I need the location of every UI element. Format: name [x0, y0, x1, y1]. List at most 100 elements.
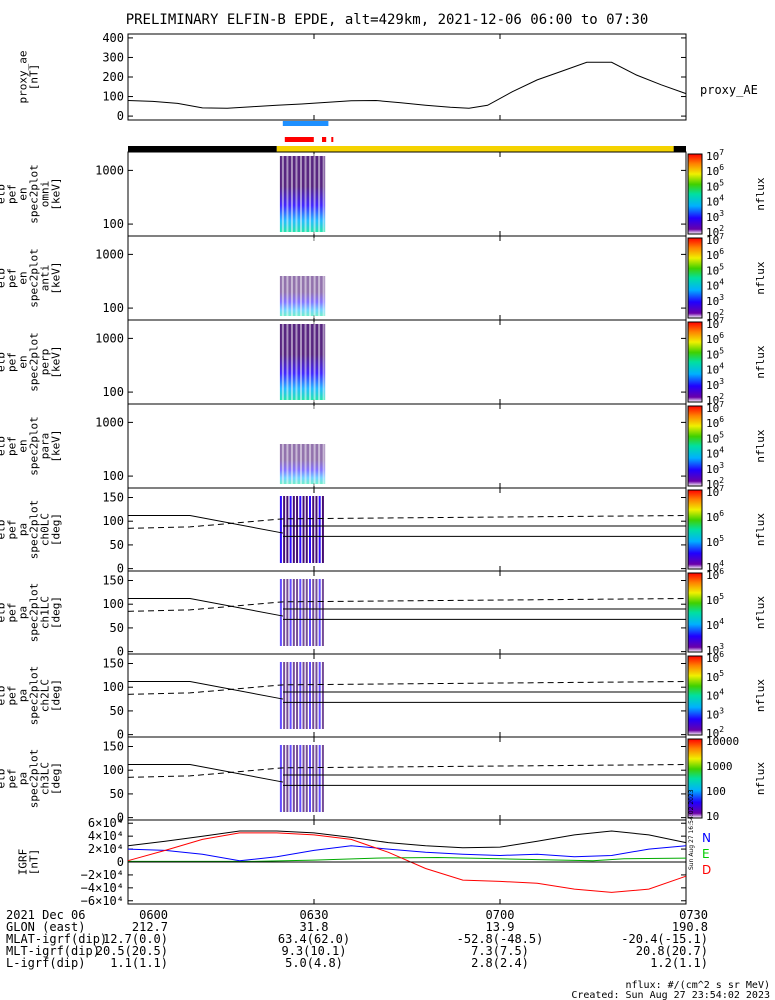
spectrogram-gap: [300, 154, 303, 234]
ylabel-line: elb: [0, 769, 8, 789]
spectrogram-gap: [295, 322, 298, 402]
ylabel-line: [deg]: [50, 762, 63, 795]
ytick-label: 50: [110, 621, 124, 635]
footer-row-label: MLAT-igrf(dip): [6, 932, 107, 946]
ylabel-line: para: [39, 433, 52, 460]
ytick-label: −6×10⁴: [81, 894, 124, 908]
orbit-bar-black: [128, 146, 277, 152]
ylabel-line: ch2LC: [39, 679, 52, 712]
series-n_blue: [127, 845, 687, 862]
ylabel-line: omni: [39, 181, 52, 208]
colorbar-tick: 105: [706, 178, 724, 193]
panel-igrf: IGRF[nT] 6×10⁴4×10⁴2×10⁴0−2×10⁴−4×10⁴−6×1…: [17, 816, 712, 908]
colorbar-tick: 105: [706, 669, 724, 684]
colorbar-tick: 106: [706, 509, 724, 524]
colorbar-tick-exp: 2: [719, 308, 724, 317]
ylabel-line: ch0LC: [39, 513, 52, 546]
pa-strip: [315, 745, 318, 812]
ylabel-line: en: [17, 355, 30, 368]
colorbar-tick: 105: [706, 534, 724, 549]
colorbar-tick-exp: 4: [719, 688, 724, 697]
footer-cell: 0630: [300, 908, 329, 922]
footer-row-label: L-igrf(dip): [6, 956, 85, 970]
ylabel-line: spec2plot: [28, 248, 41, 308]
anti-loss-cone-line: [127, 515, 687, 529]
spectrogram-gap: [300, 238, 303, 318]
spectrogram-gap: [286, 406, 289, 486]
ylabel-line: pa: [17, 689, 30, 702]
ylabel-line: spec2plot: [28, 332, 41, 392]
pa-strip: [308, 662, 311, 729]
ylabel-line: pa: [17, 606, 30, 619]
ytick-label: 1000: [95, 331, 124, 345]
footer-cell: 63.4(62.0): [278, 932, 350, 946]
panel-frame: [127, 403, 687, 489]
colorbar-tick-exp: 2: [719, 725, 724, 734]
ylabel-line: pef: [6, 769, 19, 789]
orbit-bar-black: [673, 146, 686, 152]
panel-frame: [127, 736, 687, 821]
ytick-label: 150: [102, 739, 124, 753]
ytick-label: 400: [102, 31, 124, 45]
ytick-label: 100: [102, 217, 124, 231]
colorbar: [687, 655, 703, 736]
footer-cell: -20.4(-15.1): [621, 932, 708, 946]
pa-strip: [299, 496, 302, 563]
spectrogram-gap: [290, 406, 293, 486]
ylabel-line: spec2plot: [28, 164, 41, 224]
ylabel-line: IGRF: [17, 849, 30, 876]
footer-cell: 20.5(20.5): [96, 944, 168, 958]
panels-group: proxy_ae[nT]0100200300400proxy_AEelbpefe…: [0, 31, 767, 908]
series-proxy_ae: [127, 61, 687, 109]
pa-strip: [279, 579, 282, 646]
ytick-label: 100: [102, 597, 124, 611]
colorbar-tick: 106: [706, 163, 724, 178]
pa-strip: [292, 496, 295, 563]
panel-ylabel: IGRF[nT]: [17, 849, 41, 876]
series-n: [127, 830, 687, 849]
pa-strip: [305, 662, 308, 729]
loss-cone-line: [128, 681, 284, 700]
spectrogram-gap: [281, 322, 284, 402]
science-marker-red: [284, 137, 314, 142]
pa-strip: [312, 662, 315, 729]
ylabel-line: pef: [6, 184, 19, 204]
panel-frame: [127, 653, 687, 738]
colorbar-tick: 104: [706, 617, 724, 632]
pa-strip: [312, 745, 315, 812]
colorbar-tick-exp: 4: [719, 362, 724, 371]
ytick-label: 300: [102, 50, 124, 64]
loss-cone-line: [128, 598, 284, 617]
legend-n: N: [702, 831, 711, 845]
ylabel-line: [deg]: [50, 596, 63, 629]
ylabel-line: en: [17, 187, 30, 200]
ylabel-line: spec2plot: [28, 500, 41, 560]
ylabel-line: [keV]: [50, 345, 63, 378]
ylabel-line: pef: [6, 352, 19, 372]
colorbar-tick-exp: 7: [719, 316, 724, 325]
spectrogram-gap: [313, 154, 316, 234]
pa-strip: [283, 496, 286, 563]
spectrogram-gap: [295, 238, 298, 318]
legend-d: D: [702, 863, 711, 877]
colorbar-tick-exp: 5: [719, 262, 724, 271]
spectrogram-gap: [304, 238, 307, 318]
ytick-label: 4×10⁴: [88, 829, 124, 843]
pa-strip: [315, 579, 318, 646]
pa-strip: [289, 579, 292, 646]
colorbar-tick: 105: [706, 262, 724, 277]
anti-loss-cone-line: [127, 764, 687, 778]
loss-cone-line: [128, 764, 284, 783]
pa-strip: [321, 745, 324, 812]
colorbar-tick-exp: 5: [719, 534, 724, 543]
spectrogram-gap: [300, 322, 303, 402]
pa-strip: [279, 496, 282, 563]
ytick-label: 6×10⁴: [88, 816, 124, 830]
colorbar-tick-exp: 3: [719, 461, 724, 470]
colorbar-tick-exp: 4: [719, 617, 724, 626]
colorbar-tick: 1000: [706, 760, 733, 773]
spectrogram-gap: [281, 154, 284, 234]
pa-strip: [308, 745, 311, 812]
spectrogram-gap: [290, 322, 293, 402]
